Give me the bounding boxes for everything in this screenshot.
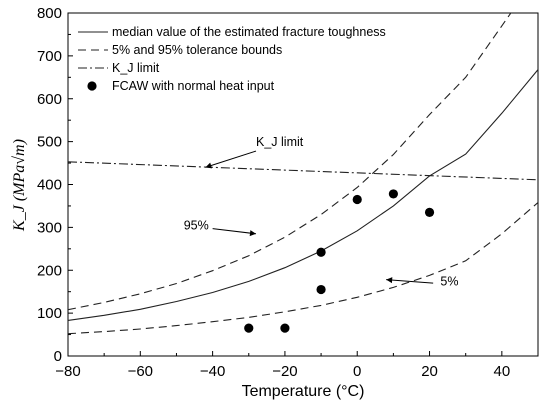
annotation-label: 5% xyxy=(440,274,458,288)
y-tick-label: 200 xyxy=(37,262,62,279)
data-point xyxy=(316,247,326,257)
data-point xyxy=(424,207,435,217)
data-point xyxy=(388,189,398,199)
x-tick-label: −40 xyxy=(200,363,225,380)
y-tick-label: 800 xyxy=(37,5,62,22)
legend-entry-label: 5% and 95% tolerance bounds xyxy=(112,43,282,57)
y-tick-label: 400 xyxy=(37,177,62,194)
y-axis-label: K_J (MPa√m) xyxy=(11,139,28,232)
data-point xyxy=(352,194,362,205)
data-point xyxy=(280,323,290,333)
x-tick-label: −20 xyxy=(272,363,297,380)
annotation-arrowhead xyxy=(386,277,393,284)
x-axis-label: Temperature (°C) xyxy=(242,383,365,400)
annotations-layer: K_J limit 95% 5% xyxy=(184,135,459,288)
y-tick-label: 500 xyxy=(37,134,62,151)
series-line-dash-dot xyxy=(68,161,538,181)
y-tick-label: 0 xyxy=(54,348,62,365)
annotation-arrowhead xyxy=(205,162,213,169)
legend-marker xyxy=(87,81,97,91)
annotation-arrowhead xyxy=(249,230,256,237)
series-line-bound-5pct xyxy=(68,202,538,335)
annotation-arrow xyxy=(386,279,434,284)
series-line-solid xyxy=(68,69,538,321)
series-line-bound-95pct xyxy=(68,13,512,311)
data-point xyxy=(316,284,326,295)
x-tick-label: 0 xyxy=(353,363,361,380)
annotation-label: K_J limit xyxy=(256,135,304,149)
legend-entry-label: median value of the estimated fracture t… xyxy=(112,25,386,39)
y-tick-label: 600 xyxy=(37,91,62,108)
y-axis: 0 100 200 300 400 500 600 700 800 xyxy=(37,5,73,365)
y-tick-label: 100 xyxy=(37,305,62,322)
y-tick-label: 700 xyxy=(37,48,62,65)
x-axis: −80 −60 −40 −20 0 20 40 xyxy=(55,351,510,380)
curves-layer xyxy=(68,13,538,335)
data-point xyxy=(244,323,254,333)
annotation-arrow xyxy=(212,228,257,235)
y-tick-label: 300 xyxy=(37,219,62,236)
x-tick-label: 20 xyxy=(421,363,438,380)
x-tick-label: −80 xyxy=(55,363,80,380)
annotation-label: 95% xyxy=(184,219,209,233)
x-tick-label: 40 xyxy=(494,363,511,380)
legend-entry-label: K_J limit xyxy=(112,61,160,75)
annotation-arrow xyxy=(205,150,257,168)
legend-entry-label: FCAW with normal heat input xyxy=(112,79,275,93)
x-tick-label: −60 xyxy=(128,363,153,380)
points-layer xyxy=(244,189,435,333)
legend: median value of the estimated fracture t… xyxy=(78,25,386,93)
